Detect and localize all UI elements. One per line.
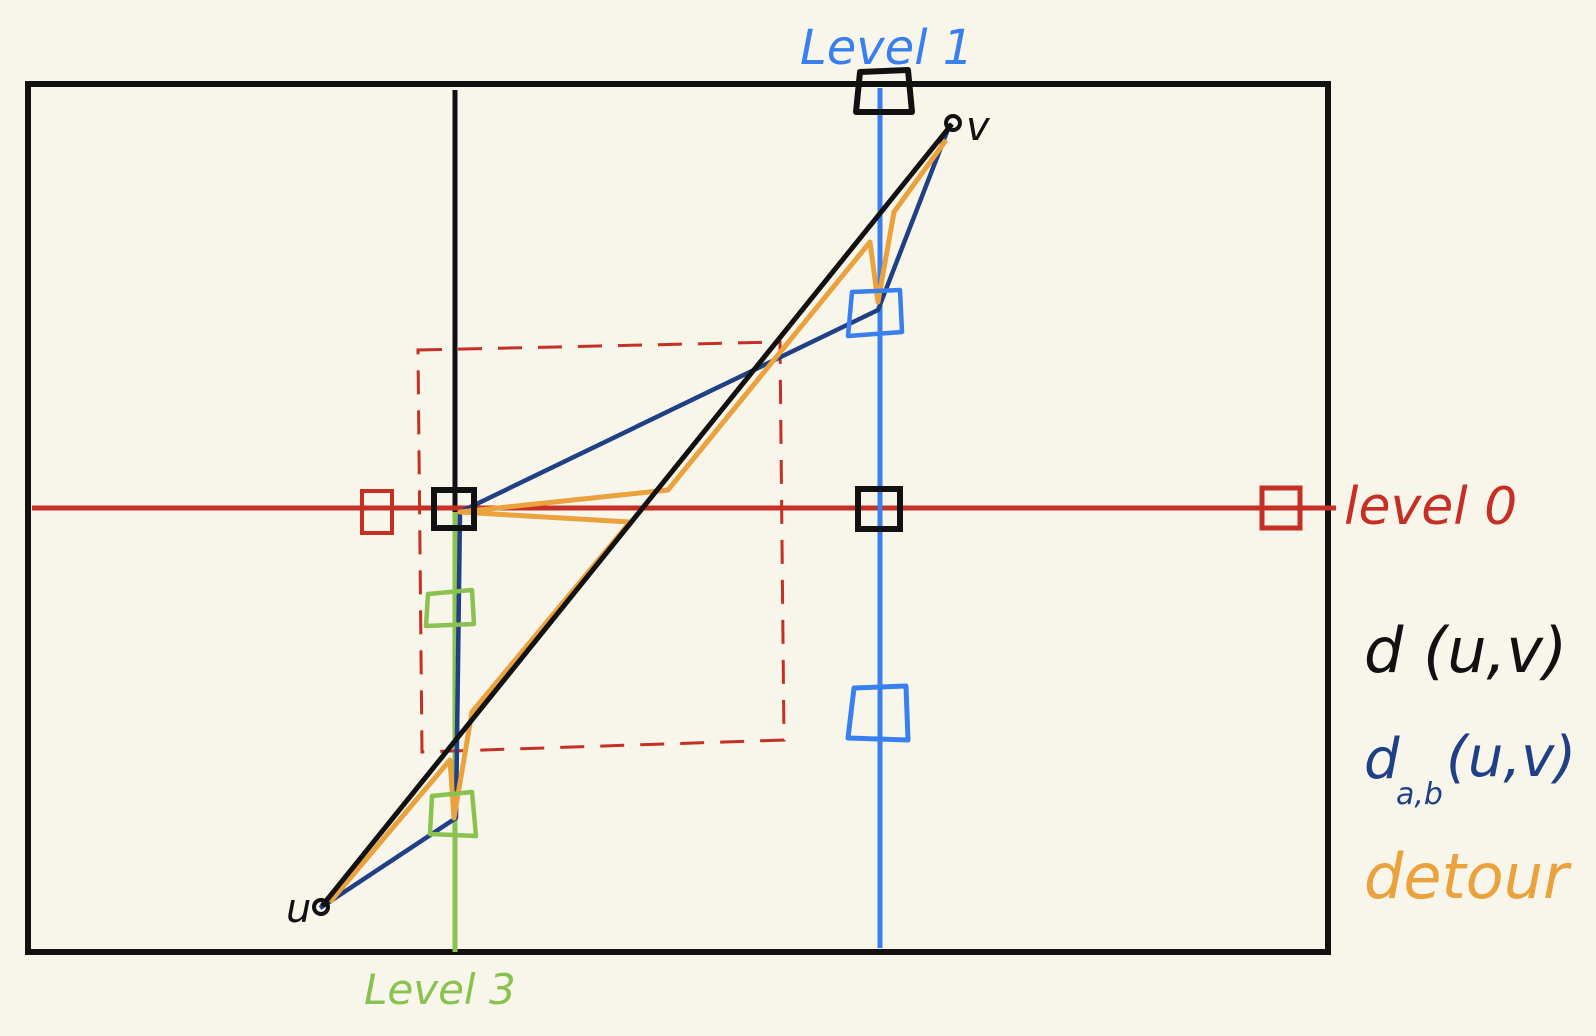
legend-dab-main: d (1364, 727, 1400, 792)
dashed-region (416, 340, 786, 754)
red-square-right (1259, 485, 1303, 531)
blue-square-lower (845, 683, 911, 743)
label-level0: level 0 (1344, 477, 1517, 537)
blue-square-upper (845, 287, 905, 339)
legend-detour: detour (1364, 840, 1572, 913)
label-level1: Level 1 (800, 20, 973, 76)
black-square-left (431, 487, 477, 531)
green-square-lower (427, 789, 479, 839)
legend-dab-subscript: a,b (1396, 777, 1443, 812)
direct-distance-line (320, 122, 954, 908)
label-v: v (966, 104, 991, 150)
black-square-center (855, 486, 903, 532)
point-u-marker (312, 898, 330, 916)
point-v-marker (944, 114, 962, 132)
label-level3: Level 3 (364, 965, 516, 1014)
legend-direct-distance: d (u,v) (1364, 614, 1567, 687)
black-square-top (853, 67, 915, 115)
green-square-upper (423, 587, 477, 629)
label-u: u (286, 886, 311, 932)
legend-dab-args: (u,v) (1446, 725, 1576, 790)
outer-frame (25, 81, 1331, 955)
red-square-left (360, 489, 394, 535)
detour-path (328, 138, 949, 904)
